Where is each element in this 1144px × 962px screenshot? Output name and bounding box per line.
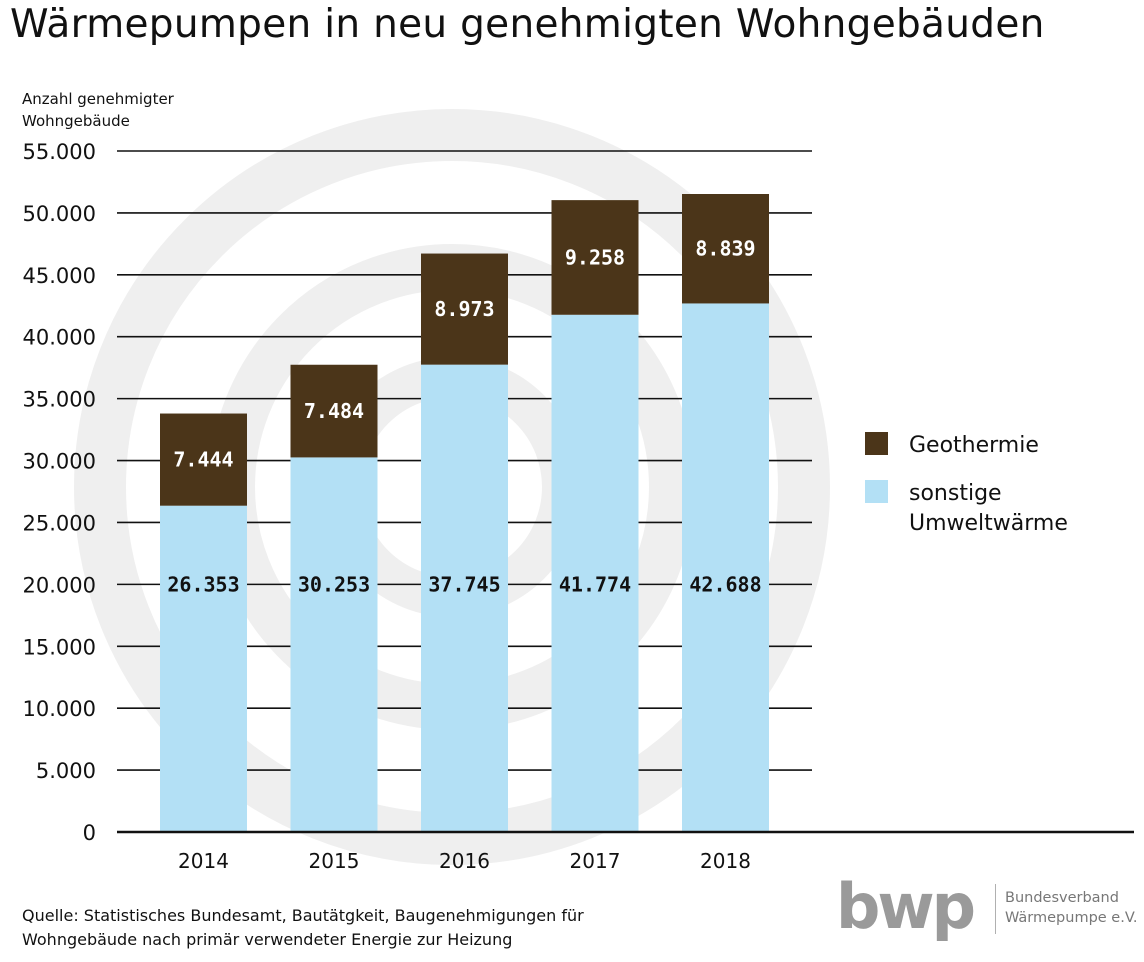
y-tick-label: 15.000 xyxy=(23,635,96,659)
x-tick-label: 2015 xyxy=(309,849,360,873)
bar-segment-umweltwaerme xyxy=(421,364,508,832)
logo-text-line-1: Bundesverband xyxy=(1005,890,1119,906)
chart-title: Wärmepumpen in neu genehmigten Wohngebäu… xyxy=(10,2,1045,47)
logo-text: Bundesverband Wärmepumpe e.V. xyxy=(1005,888,1138,928)
bar-segment-geothermie xyxy=(421,253,508,365)
bar-segment-geothermie xyxy=(551,200,639,315)
x-tick-label: 2014 xyxy=(178,849,229,873)
y-axis-label-line-1: Anzahl genehmigter xyxy=(22,90,174,108)
y-axis-label: Anzahl genehmigter Wohngebäude xyxy=(22,88,222,132)
source-note: Quelle: Statistisches Bundesamt, Bautätg… xyxy=(22,906,584,949)
bar-segment-geothermie xyxy=(682,194,769,304)
logo-text-line-2: Wärmepumpe e.V. xyxy=(1005,910,1138,926)
bar-value-label: 37.745 xyxy=(428,572,500,596)
bar-value-label: 9.258 xyxy=(565,245,625,269)
y-axis-label-line-2: Wohngebäude xyxy=(22,112,130,130)
bar-segment-umweltwaerme xyxy=(551,314,639,832)
legend-label: Geothermie xyxy=(909,433,1039,458)
bars: 26.353 7.444 30.253 7.484 37.745 8.973 41.774 9… xyxy=(160,194,769,832)
legend-label: Umweltwärme xyxy=(909,511,1068,536)
logo-divider xyxy=(995,884,996,934)
legend-swatch xyxy=(865,480,888,503)
bar-value-label: 42.688 xyxy=(689,572,761,596)
bar-value-label: 7.484 xyxy=(304,399,364,423)
y-tick-label: 30.000 xyxy=(23,450,96,474)
y-tick-label: 35.000 xyxy=(23,388,96,412)
legend: Geothermie sonstige Umweltwärme xyxy=(865,432,1068,536)
y-tick-label: 40.000 xyxy=(23,326,96,350)
y-tick-label: 25.000 xyxy=(23,511,96,535)
y-tick-label: 5.000 xyxy=(36,759,96,783)
legend-label: sonstige xyxy=(909,481,1002,506)
y-tick-label: 0 xyxy=(83,821,96,845)
x-tick-label: 2016 xyxy=(439,849,490,873)
y-tick-label: 20.000 xyxy=(23,573,96,597)
bar-segment-geothermie xyxy=(160,413,247,506)
bar-value-label: 26.353 xyxy=(167,572,239,596)
x-tick-label: 2017 xyxy=(570,849,621,873)
bar-value-label: 8.839 xyxy=(695,237,755,261)
bar-segment-umweltwaerme xyxy=(160,505,247,832)
bar-value-label: 30.253 xyxy=(298,572,370,596)
x-axis-ticks: 2014 2015 2016 2017 2018 xyxy=(178,849,751,873)
y-tick-label: 10.000 xyxy=(23,697,96,721)
bwp-logo: bwp Bundesverband Wärmepumpe e.V. xyxy=(836,872,1138,948)
legend-swatch xyxy=(865,432,888,455)
y-tick-label: 55.000 xyxy=(23,140,96,164)
bar-value-label: 41.774 xyxy=(559,572,631,596)
y-axis-ticks: 0 5.000 10.000 15.000 20.000 25.000 30.000 35.0… xyxy=(23,140,96,845)
bwp-logo-mark: bwp xyxy=(836,870,976,943)
x-tick-label: 2018 xyxy=(700,849,751,873)
watermark-ring xyxy=(74,109,830,865)
bar-value-label: 8.973 xyxy=(434,297,494,321)
bar-segment-umweltwaerme xyxy=(290,457,378,832)
bar-segment-umweltwaerme xyxy=(682,303,769,832)
y-tick-label: 45.000 xyxy=(23,264,96,288)
bar-segment-geothermie xyxy=(290,364,378,458)
y-tick-label: 50.000 xyxy=(23,202,96,226)
bar-value-label: 7.444 xyxy=(173,448,233,472)
